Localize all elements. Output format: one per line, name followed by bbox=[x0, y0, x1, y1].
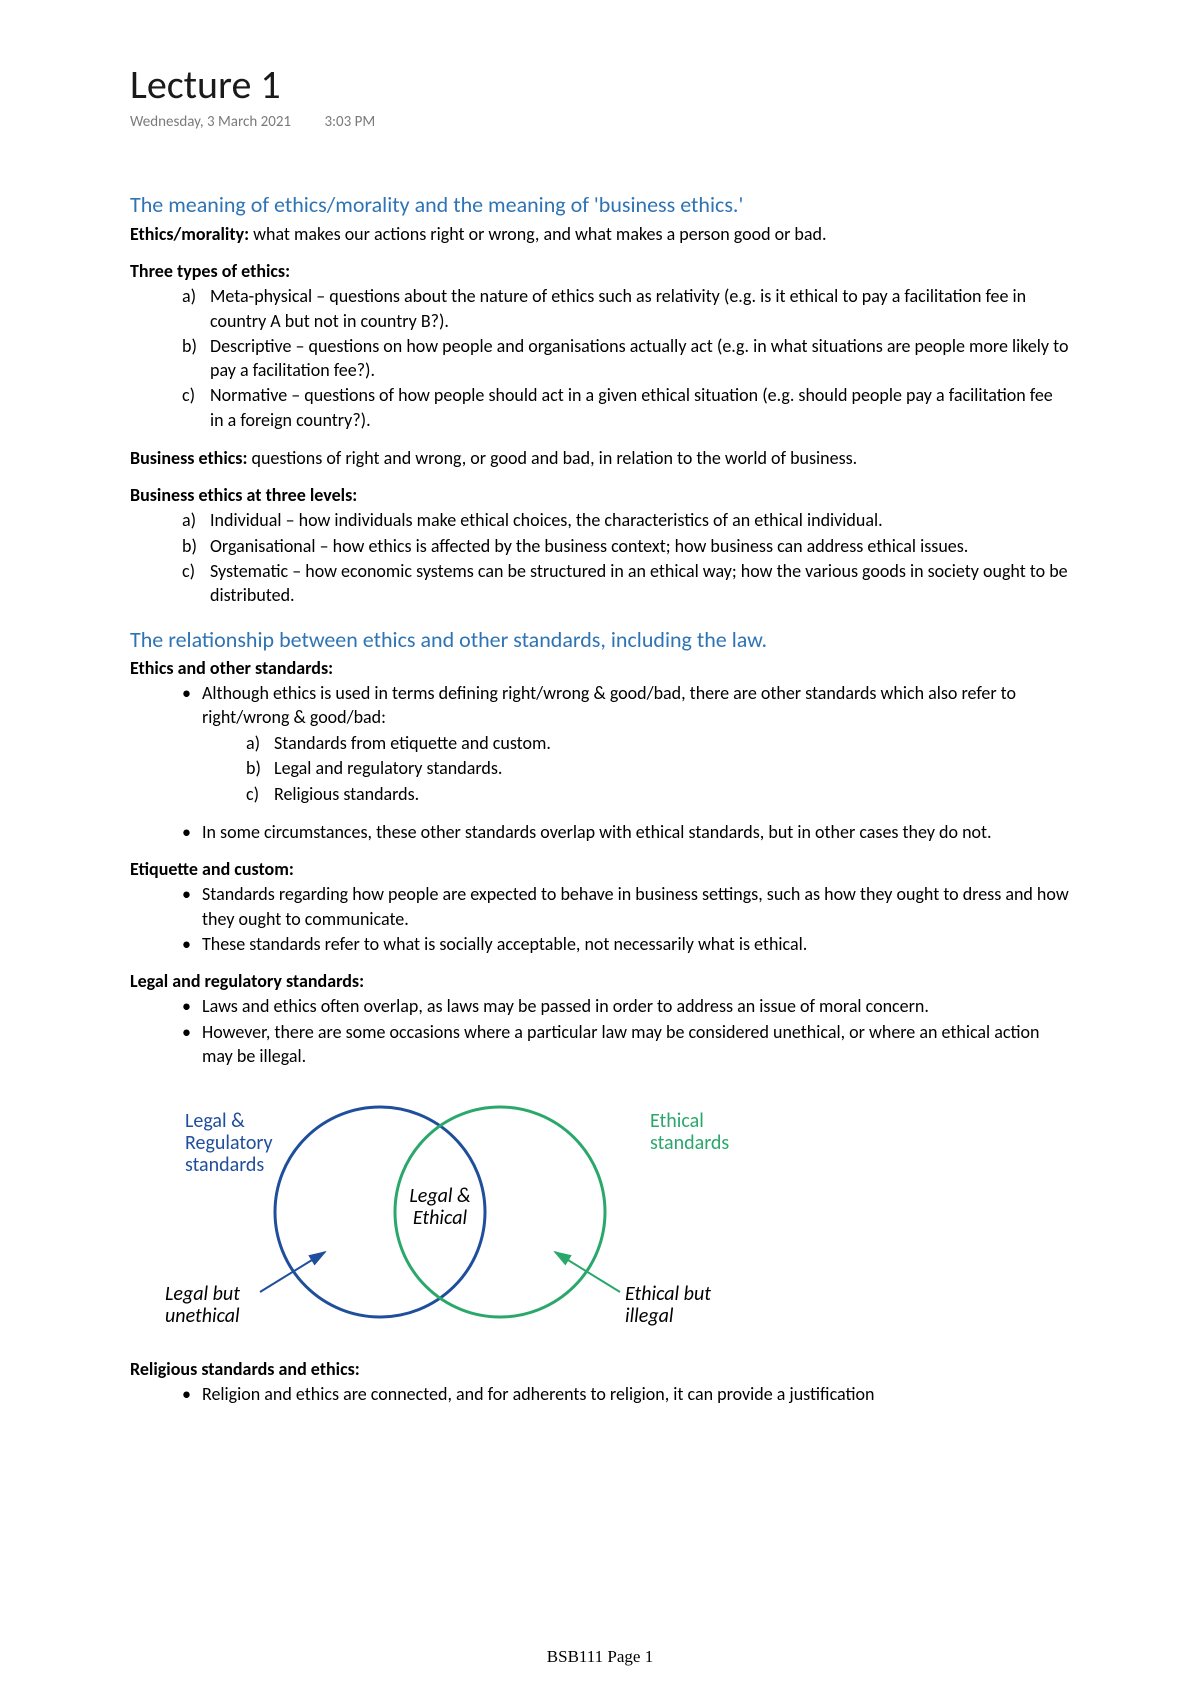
venn-svg: Legal &Regulatorystandards Ethicalstandar… bbox=[130, 1082, 770, 1342]
list-text: Normative – questions of how people shou… bbox=[210, 384, 1053, 430]
biz-ethics-lead: Business ethics: bbox=[130, 447, 247, 469]
list-marker: a) bbox=[246, 731, 260, 755]
legal-list: Laws and ethics often overlap, as laws m… bbox=[130, 994, 1070, 1068]
three-levels-list: a) Individual – how individuals make ethi… bbox=[130, 508, 1070, 607]
list-text: Individual – how individuals make ethica… bbox=[210, 509, 883, 531]
svg-text:Ethicalstandards: Ethicalstandards bbox=[650, 1109, 729, 1155]
venn-diagram: Legal &Regulatorystandards Ethicalstandar… bbox=[130, 1082, 770, 1342]
list-marker: c) bbox=[246, 782, 259, 806]
three-types-list: a) Meta-physical – questions about the na… bbox=[130, 284, 1070, 432]
ethics-other-list-2: In some circumstances, these other stand… bbox=[130, 820, 1070, 844]
list-text: In some circumstances, these other stand… bbox=[202, 821, 992, 843]
ethics-other-standards-heading: Ethics and other standards: bbox=[130, 657, 1070, 679]
etiquette-heading: Etiquette and custom: bbox=[130, 858, 1070, 880]
ethics-other-list: Although ethics is used in terms definin… bbox=[130, 681, 1070, 806]
list-text: Systematic – how economic systems can be… bbox=[210, 560, 1068, 606]
ethics-def-text: what makes our actions right or wrong, a… bbox=[249, 223, 826, 245]
list-item: Standards regarding how people are expec… bbox=[182, 882, 1070, 931]
three-levels-heading: Business ethics at three levels: bbox=[130, 484, 1070, 506]
list-item: Although ethics is used in terms definin… bbox=[182, 681, 1070, 806]
list-marker: a) bbox=[182, 284, 196, 308]
list-text: Descriptive – questions on how people an… bbox=[210, 335, 1069, 381]
list-text: Religious standards. bbox=[274, 783, 419, 805]
page-date-line: Wednesday, 3 March 2021 3:03 PM bbox=[130, 113, 1070, 131]
list-item: c) Religious standards. bbox=[246, 782, 1070, 806]
list-item: c) Systematic – how economic systems can … bbox=[182, 559, 1070, 608]
list-item: a) Meta-physical – questions about the na… bbox=[182, 284, 1070, 333]
list-text: These standards refer to what is sociall… bbox=[202, 933, 807, 955]
legal-heading: Legal and regulatory standards: bbox=[130, 970, 1070, 992]
page-time: 3:03 PM bbox=[324, 113, 375, 131]
list-item: However, there are some occasions where … bbox=[182, 1020, 1070, 1069]
list-item: Religion and ethics are connected, and f… bbox=[182, 1382, 1070, 1406]
list-text: Legal and regulatory standards. bbox=[274, 757, 502, 779]
svg-text:Legal butunethical: Legal butunethical bbox=[165, 1282, 240, 1328]
list-text: Although ethics is used in terms definin… bbox=[202, 682, 1016, 728]
business-ethics-definition: Business ethics: questions of right and … bbox=[130, 446, 1070, 470]
ethics-lead: Ethics/morality: bbox=[130, 223, 249, 245]
list-item: b) Legal and regulatory standards. bbox=[246, 756, 1070, 780]
religious-heading: Religious standards and ethics: bbox=[130, 1358, 1070, 1380]
ethics-definition: Ethics/morality: what makes our actions … bbox=[130, 222, 1070, 246]
svg-text:Legal &Regulatorystandards: Legal &Regulatorystandards bbox=[185, 1109, 273, 1177]
list-item: a) Standards from etiquette and custom. bbox=[246, 731, 1070, 755]
religious-list: Religion and ethics are connected, and f… bbox=[130, 1382, 1070, 1406]
list-marker: c) bbox=[182, 559, 195, 583]
list-text: Laws and ethics often overlap, as laws m… bbox=[202, 995, 929, 1017]
list-marker: c) bbox=[182, 383, 195, 407]
three-types-heading: Three types of ethics: bbox=[130, 260, 1070, 282]
svg-text:Legal &Ethical: Legal &Ethical bbox=[409, 1184, 470, 1230]
sub-standards-list: a) Standards from etiquette and custom. b… bbox=[202, 731, 1070, 806]
list-item: In some circumstances, these other stand… bbox=[182, 820, 1070, 844]
list-item: Laws and ethics often overlap, as laws m… bbox=[182, 994, 1070, 1018]
list-text: However, there are some occasions where … bbox=[202, 1021, 1039, 1067]
list-item: These standards refer to what is sociall… bbox=[182, 932, 1070, 956]
svg-text:Ethical butillegal: Ethical butillegal bbox=[625, 1282, 711, 1328]
list-marker: a) bbox=[182, 508, 196, 532]
biz-ethics-text: questions of right and wrong, or good an… bbox=[247, 447, 857, 469]
section-heading-relationship: The relationship between ethics and othe… bbox=[130, 626, 1070, 653]
list-marker: b) bbox=[182, 334, 197, 358]
list-item: b) Descriptive – questions on how people … bbox=[182, 334, 1070, 383]
list-marker: b) bbox=[182, 534, 197, 558]
list-item: a) Individual – how individuals make ethi… bbox=[182, 508, 1070, 532]
list-text: Religion and ethics are connected, and f… bbox=[202, 1383, 874, 1405]
list-text: Standards regarding how people are expec… bbox=[202, 883, 1069, 929]
page-footer: BSB111 Page 1 bbox=[0, 1647, 1200, 1667]
page-title: Lecture 1 bbox=[130, 60, 1070, 109]
section-heading-meaning: The meaning of ethics/morality and the m… bbox=[130, 191, 1070, 218]
page-date: Wednesday, 3 March 2021 bbox=[130, 113, 291, 131]
list-text: Meta-physical – questions about the natu… bbox=[210, 285, 1026, 331]
list-marker: b) bbox=[246, 756, 261, 780]
list-text: Standards from etiquette and custom. bbox=[274, 732, 551, 754]
etiquette-list: Standards regarding how people are expec… bbox=[130, 882, 1070, 956]
list-text: Organisational – how ethics is affected … bbox=[210, 535, 968, 557]
list-item: c) Normative – questions of how people sh… bbox=[182, 383, 1070, 432]
list-item: b) Organisational – how ethics is affecte… bbox=[182, 534, 1070, 558]
